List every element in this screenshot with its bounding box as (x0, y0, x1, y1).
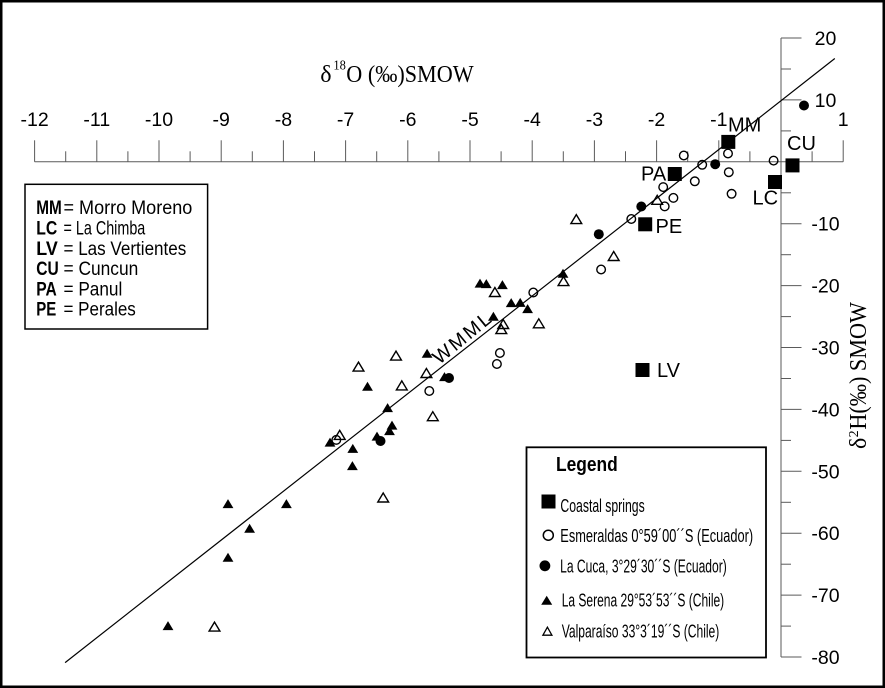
svg-text:-20: -20 (811, 276, 839, 298)
svg-text:-10: -10 (145, 109, 173, 131)
svg-text:-5: -5 (461, 109, 478, 131)
svg-text:Coastal springs: Coastal springs (560, 496, 644, 516)
svg-text:18: 18 (333, 59, 346, 74)
svg-text:-6: -6 (399, 109, 416, 131)
svg-text:= Perales: = Perales (64, 300, 136, 321)
svg-text:CU: CU (36, 259, 59, 280)
svg-text:LC: LC (36, 219, 57, 240)
svg-text:-11: -11 (83, 109, 110, 131)
svg-text:MM: MM (728, 115, 761, 137)
svg-text:LV: LV (36, 239, 58, 260)
svg-text:δ: δ (846, 438, 872, 449)
svg-text:-1: -1 (710, 109, 727, 131)
svg-text:= Panul: = Panul (64, 279, 123, 300)
svg-text:-8: -8 (275, 109, 292, 131)
svg-text:LC: LC (753, 188, 779, 210)
svg-text:CU: CU (787, 133, 816, 155)
svg-text:-2: -2 (648, 109, 665, 131)
svg-text:Esmeraldas 0°59´00´´S (Ecuador: Esmeraldas 0°59´00´´S (Ecuador) (560, 526, 753, 546)
svg-text:= La Chimba: = La Chimba (64, 219, 146, 240)
svg-text:Valparaíso 33°3´19´´S (Chile): Valparaíso 33°3´19´´S (Chile) (562, 622, 720, 642)
svg-text:-60: -60 (811, 523, 839, 545)
svg-text:PE: PE (656, 216, 683, 238)
svg-text:O (‰)SMOW: O (‰)SMOW (346, 62, 474, 88)
svg-text:H(‰) SMOW: H(‰) SMOW (846, 302, 872, 430)
svg-text:-9: -9 (213, 109, 230, 131)
svg-text:-4: -4 (524, 109, 541, 131)
svg-text:PA: PA (641, 164, 667, 186)
svg-text:La Cuca, 3°29´30´´S (Ecuador): La Cuca, 3°29´30´´S (Ecuador) (560, 557, 727, 577)
svg-text:-40: -40 (811, 399, 839, 421)
svg-text:-10: -10 (811, 214, 839, 236)
svg-text:= Cuncun: = Cuncun (64, 259, 139, 280)
svg-text:= Morro Moreno: = Morro Moreno (64, 198, 193, 219)
svg-text:MM: MM (36, 198, 62, 219)
svg-text:-50: -50 (811, 461, 839, 483)
svg-text:-3: -3 (586, 109, 603, 131)
svg-text:PA: PA (36, 279, 57, 300)
svg-text:1: 1 (838, 109, 849, 131)
svg-text:PE: PE (36, 300, 56, 321)
svg-text:Legend: Legend (556, 454, 618, 476)
svg-text:δ: δ (320, 62, 331, 88)
svg-text:LV: LV (657, 360, 681, 382)
svg-text:-80: -80 (811, 647, 839, 669)
svg-text:La Serena 29°53´53´´S (Chile): La Serena 29°53´53´´S (Chile) (562, 591, 725, 611)
svg-text:10: 10 (815, 90, 837, 112)
svg-text:-7: -7 (337, 109, 354, 131)
svg-text:= Las Vertientes: = Las Vertientes (64, 239, 187, 260)
svg-text:2: 2 (847, 430, 862, 437)
svg-text:-70: -70 (811, 585, 839, 607)
svg-text:-12: -12 (21, 109, 49, 131)
svg-text:-30: -30 (811, 338, 839, 360)
svg-text:20: 20 (815, 28, 837, 50)
